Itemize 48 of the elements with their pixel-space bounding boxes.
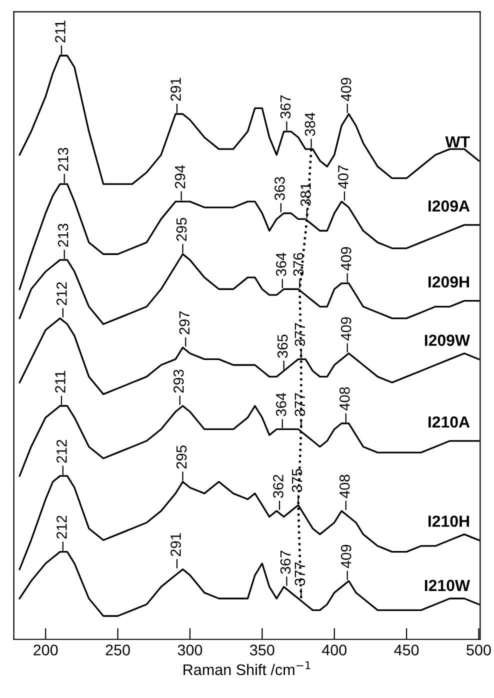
x-tick-label: 300 bbox=[178, 644, 202, 656]
annotation: 367 bbox=[280, 550, 291, 574]
annotation: 364 bbox=[276, 252, 286, 276]
annotation: 211 bbox=[55, 370, 66, 393]
annotation: 384 bbox=[304, 112, 316, 136]
annotation: 295 bbox=[176, 446, 187, 469]
annotation: 291 bbox=[170, 533, 181, 556]
annotation: 212 bbox=[56, 440, 67, 463]
annotation: 377 bbox=[294, 393, 306, 416]
x-tick-label: 450 bbox=[394, 644, 419, 656]
series-label: I210W bbox=[424, 580, 470, 592]
annotation: 294 bbox=[174, 165, 186, 188]
annotation: 407 bbox=[338, 165, 348, 189]
annotation: 211 bbox=[55, 20, 66, 42]
annotation: 409 bbox=[340, 247, 352, 270]
x-tick-label: 500 bbox=[466, 644, 491, 656]
series-label: I210A bbox=[428, 416, 470, 428]
annotation: 367 bbox=[280, 95, 291, 118]
annotation: 365 bbox=[277, 334, 288, 358]
annotation: 362 bbox=[273, 474, 284, 498]
x-tick-label: 350 bbox=[250, 644, 274, 656]
annotation: 213 bbox=[58, 148, 68, 171]
annotation: 212 bbox=[56, 282, 67, 306]
annotation: 291 bbox=[170, 78, 181, 101]
annotation: 364 bbox=[276, 392, 286, 416]
x-tick-label: 250 bbox=[106, 644, 130, 656]
annotation: 363 bbox=[274, 177, 285, 200]
annotation: 295 bbox=[176, 218, 187, 241]
annotation: 293 bbox=[173, 370, 184, 393]
annotation: 375 bbox=[292, 468, 302, 492]
x-tick-label: 200 bbox=[34, 644, 58, 656]
annotation: 377 bbox=[294, 323, 306, 346]
annotation: 376 bbox=[293, 252, 304, 276]
x-axis-title: Raman Shift /cm$^{−1}$ bbox=[184, 661, 310, 676]
annotation: 213 bbox=[58, 224, 68, 247]
annotation: 408 bbox=[339, 474, 350, 498]
series-label: WT bbox=[445, 136, 470, 148]
series-label: I209A bbox=[428, 200, 470, 212]
annotation: 297 bbox=[179, 311, 190, 334]
annotation: 409 bbox=[340, 78, 352, 102]
series-label: I210H bbox=[428, 516, 469, 527]
x-tick-label: 400 bbox=[322, 644, 346, 656]
annotation: 408 bbox=[339, 387, 350, 411]
annotation: 409 bbox=[340, 544, 352, 568]
series-label: I209W bbox=[424, 334, 470, 346]
series-label: I209H bbox=[428, 276, 469, 288]
annotation: 212 bbox=[56, 516, 67, 539]
annotation: 409 bbox=[340, 317, 352, 341]
